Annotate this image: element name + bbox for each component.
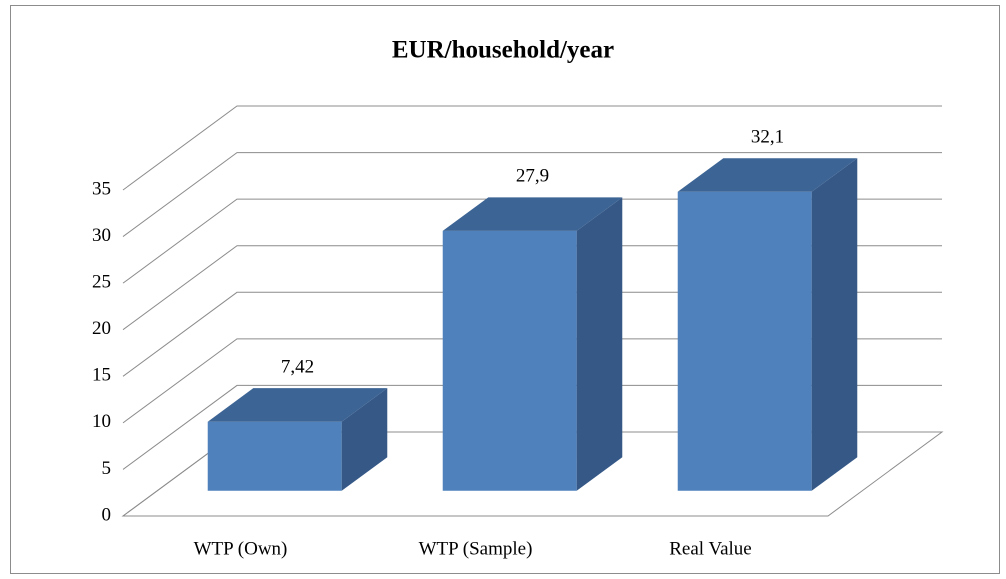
bar-top <box>207 388 388 422</box>
y-tick-label: 15 <box>92 365 111 386</box>
y-tick-label: 25 <box>92 272 111 293</box>
bar-top <box>677 158 858 192</box>
bar-side <box>811 158 858 491</box>
bar-side <box>576 197 623 491</box>
bar-top <box>442 197 623 231</box>
bar-front <box>207 421 342 491</box>
y-tick-label: 35 <box>92 178 111 199</box>
x-tick-label: WTP (Own) <box>194 538 288 559</box>
chart-title: EUR/household/year <box>392 37 614 64</box>
value-label: 27,9 <box>516 166 549 187</box>
grid-line <box>122 152 942 237</box>
bar-side <box>341 388 388 491</box>
y-tick-label: 30 <box>92 225 111 246</box>
x-tick-label: Real Value <box>669 538 752 559</box>
y-tick-label: 0 <box>102 504 112 525</box>
bar-front <box>442 230 577 491</box>
value-label: 7,42 <box>281 356 314 377</box>
x-tick-label: WTP (Sample) <box>419 538 533 559</box>
y-tick-label: 5 <box>102 458 112 479</box>
value-label: 32,1 <box>751 127 784 148</box>
y-tick-label: 20 <box>92 318 111 339</box>
grid-line <box>122 105 942 191</box>
y-tick-label: 10 <box>92 411 111 432</box>
bar-front <box>677 191 812 491</box>
